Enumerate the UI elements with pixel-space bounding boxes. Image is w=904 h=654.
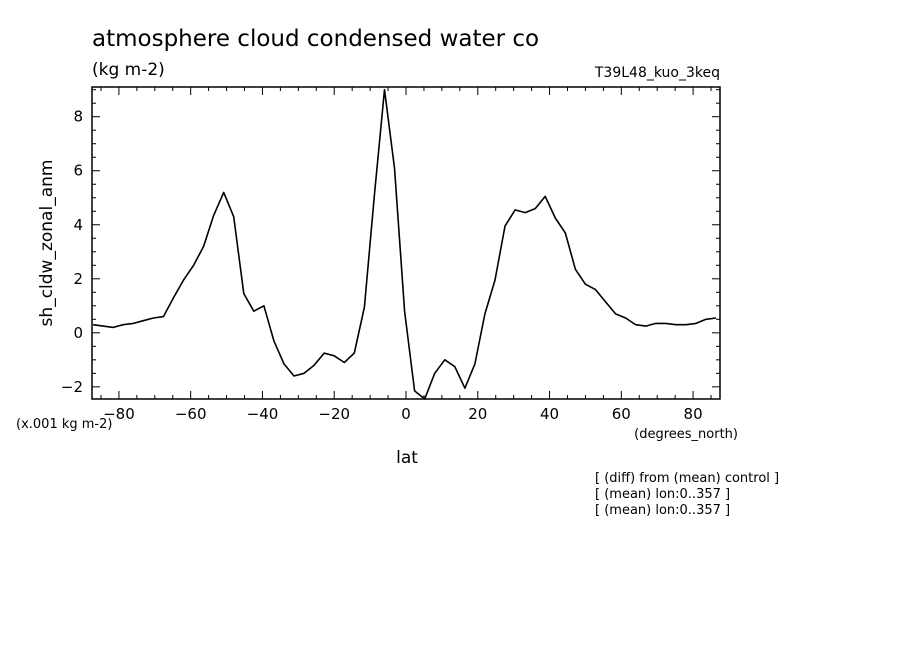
y-tick-label: 0 xyxy=(73,324,83,342)
data-point xyxy=(273,340,275,342)
data-point xyxy=(323,352,325,354)
x-tick-label: −60 xyxy=(175,405,207,423)
note-line: [ (mean) lon:0..357 ] xyxy=(595,487,730,502)
data-point xyxy=(715,317,717,319)
x-tick-label: −80 xyxy=(103,405,135,423)
x-axis-label: lat xyxy=(396,448,418,468)
x-tick-label: 40 xyxy=(540,405,559,423)
y-tick-label: 2 xyxy=(73,270,83,288)
y-axis-ticks xyxy=(92,89,720,388)
data-point xyxy=(313,364,315,366)
data-point xyxy=(414,390,416,392)
run-id-label: T39L48_kuo_3keq xyxy=(594,65,720,81)
data-point xyxy=(695,323,697,325)
plot-frame xyxy=(91,86,721,400)
data-point xyxy=(665,323,667,325)
data-point xyxy=(554,217,556,219)
data-points xyxy=(92,89,717,400)
y-tick-labels: −2 0 2 4 6 8 xyxy=(61,108,83,396)
data-point xyxy=(424,398,426,400)
data-point xyxy=(615,313,617,315)
data-point xyxy=(565,232,567,234)
y-tick-label: 4 xyxy=(73,216,83,234)
data-point xyxy=(343,362,345,364)
data-point xyxy=(203,246,205,248)
data-point xyxy=(233,216,235,218)
data-point xyxy=(132,323,134,325)
x-tick-labels: −80 −60 −40 −20 0 20 40 60 80 xyxy=(103,405,703,423)
x-tick-label: 0 xyxy=(401,405,411,423)
y-tick-label: −2 xyxy=(61,378,83,396)
data-point xyxy=(635,324,637,326)
data-point xyxy=(434,373,436,375)
note-line: [ (diff) from (mean) control ] xyxy=(595,471,779,486)
x-tick-label: 80 xyxy=(684,405,703,423)
data-point xyxy=(464,387,466,389)
data-point xyxy=(283,363,285,365)
data-point xyxy=(102,325,104,327)
data-point xyxy=(394,167,396,169)
data-point xyxy=(595,289,597,291)
note-line: [ (mean) lon:0..357 ] xyxy=(595,503,730,518)
data-point xyxy=(585,283,587,285)
x-axis-ticks xyxy=(100,87,712,399)
y-tick-label: 6 xyxy=(73,162,83,180)
data-point xyxy=(404,310,406,312)
data-point xyxy=(122,324,124,326)
data-point xyxy=(454,366,456,368)
data-point xyxy=(685,324,687,326)
data-point xyxy=(504,225,506,227)
data-point xyxy=(112,327,114,329)
series-line xyxy=(92,88,717,400)
data-point xyxy=(575,269,577,271)
data-point xyxy=(374,194,376,196)
data-point xyxy=(333,355,335,357)
scale-note: (x.001 kg m-2) xyxy=(16,417,112,432)
data-point xyxy=(484,313,486,315)
data-point xyxy=(163,316,165,318)
data-point xyxy=(183,279,185,281)
chart-title: atmosphere cloud condensed water co xyxy=(92,26,539,52)
x-tick-label: −40 xyxy=(247,405,279,423)
data-point xyxy=(143,320,145,322)
data-point xyxy=(514,209,516,211)
data-point xyxy=(675,324,677,326)
data-point xyxy=(524,212,526,214)
data-point xyxy=(293,375,295,377)
data-point xyxy=(705,319,707,321)
data-point xyxy=(534,208,536,210)
data-point xyxy=(173,297,175,299)
y-axis-label: sh_cldw_zonal_anm xyxy=(37,160,57,327)
data-point xyxy=(263,305,265,307)
data-point xyxy=(153,317,155,319)
units-label: (kg m-2) xyxy=(92,60,165,80)
x-tick-label: 60 xyxy=(612,405,631,423)
data-point xyxy=(92,324,94,326)
x-tick-label: −20 xyxy=(318,405,350,423)
data-point xyxy=(364,306,366,308)
data-point xyxy=(625,317,627,319)
x-units-label: (degrees_north) xyxy=(634,427,738,442)
data-point xyxy=(444,359,446,361)
data-point xyxy=(354,352,356,354)
data-point xyxy=(605,301,607,303)
data-point xyxy=(303,373,305,375)
data-point xyxy=(213,215,215,217)
data-point xyxy=(655,323,657,325)
data-point xyxy=(494,279,496,281)
data-point xyxy=(193,264,195,266)
data-point xyxy=(223,192,225,194)
data-point xyxy=(645,325,647,327)
data-point xyxy=(243,293,245,295)
data-point xyxy=(384,89,386,91)
data-point xyxy=(253,310,255,312)
data-point xyxy=(474,363,476,365)
data-point xyxy=(544,196,546,198)
x-tick-label: 20 xyxy=(468,405,487,423)
y-tick-label: 8 xyxy=(73,108,83,126)
